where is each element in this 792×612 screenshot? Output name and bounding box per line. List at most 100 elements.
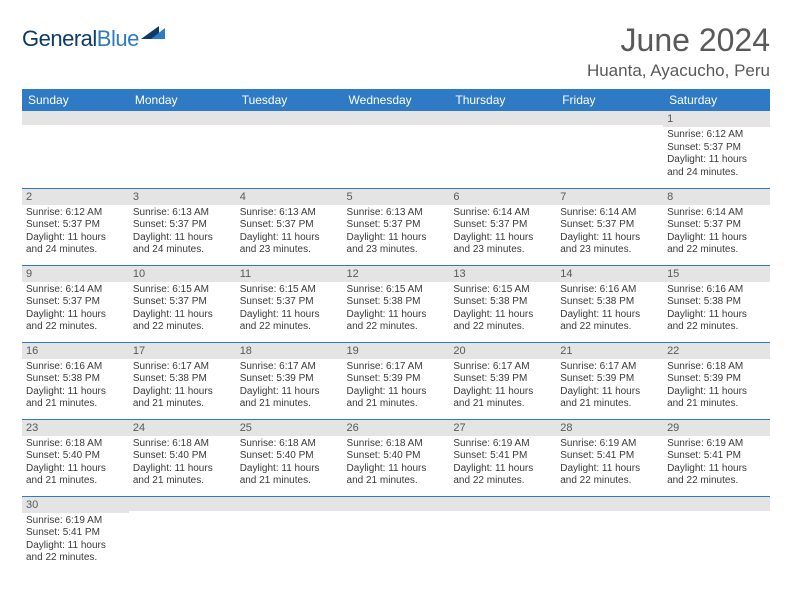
header: GeneralBlue June 2024 Huanta, Ayacucho, … [22, 22, 770, 81]
day-details: Sunrise: 6:15 AMSunset: 5:37 PMDaylight:… [236, 282, 343, 338]
weekday-header: Monday [129, 89, 236, 111]
calendar-cell: 11Sunrise: 6:15 AMSunset: 5:37 PMDayligh… [236, 265, 343, 342]
calendar-row: 30Sunrise: 6:19 AMSunset: 5:41 PMDayligh… [22, 496, 770, 573]
calendar-cell [343, 496, 450, 573]
day-details: Sunrise: 6:18 AMSunset: 5:40 PMDaylight:… [22, 436, 129, 492]
day-number [236, 111, 343, 125]
day-details: Sunrise: 6:14 AMSunset: 5:37 PMDaylight:… [556, 205, 663, 261]
brand-logo: GeneralBlue [22, 26, 167, 52]
day-number: 28 [556, 420, 663, 436]
day-details: Sunrise: 6:18 AMSunset: 5:39 PMDaylight:… [663, 359, 770, 415]
day-number: 14 [556, 266, 663, 282]
calendar-row: 23Sunrise: 6:18 AMSunset: 5:40 PMDayligh… [22, 419, 770, 496]
calendar-cell [22, 111, 129, 188]
calendar-cell: 8Sunrise: 6:14 AMSunset: 5:37 PMDaylight… [663, 188, 770, 265]
day-details: Sunrise: 6:13 AMSunset: 5:37 PMDaylight:… [343, 205, 450, 261]
day-details: Sunrise: 6:19 AMSunset: 5:41 PMDaylight:… [663, 436, 770, 492]
calendar-cell: 19Sunrise: 6:17 AMSunset: 5:39 PMDayligh… [343, 342, 450, 419]
calendar-cell [449, 111, 556, 188]
calendar-cell [236, 111, 343, 188]
day-number: 3 [129, 189, 236, 205]
day-number: 22 [663, 343, 770, 359]
calendar-row: 16Sunrise: 6:16 AMSunset: 5:38 PMDayligh… [22, 342, 770, 419]
calendar-cell [556, 111, 663, 188]
day-details: Sunrise: 6:17 AMSunset: 5:39 PMDaylight:… [236, 359, 343, 415]
day-number: 6 [449, 189, 556, 205]
day-number: 25 [236, 420, 343, 436]
calendar-cell: 4Sunrise: 6:13 AMSunset: 5:37 PMDaylight… [236, 188, 343, 265]
day-number: 17 [129, 343, 236, 359]
day-number: 15 [663, 266, 770, 282]
day-details: Sunrise: 6:16 AMSunset: 5:38 PMDaylight:… [663, 282, 770, 338]
calendar-cell: 26Sunrise: 6:18 AMSunset: 5:40 PMDayligh… [343, 419, 450, 496]
calendar-cell: 16Sunrise: 6:16 AMSunset: 5:38 PMDayligh… [22, 342, 129, 419]
calendar-cell [129, 111, 236, 188]
day-number: 4 [236, 189, 343, 205]
day-details: Sunrise: 6:19 AMSunset: 5:41 PMDaylight:… [22, 513, 129, 569]
calendar-cell: 28Sunrise: 6:19 AMSunset: 5:41 PMDayligh… [556, 419, 663, 496]
day-details: Sunrise: 6:15 AMSunset: 5:38 PMDaylight:… [449, 282, 556, 338]
day-number [449, 111, 556, 125]
day-details: Sunrise: 6:17 AMSunset: 5:39 PMDaylight:… [556, 359, 663, 415]
day-details: Sunrise: 6:16 AMSunset: 5:38 PMDaylight:… [22, 359, 129, 415]
day-number [236, 497, 343, 511]
day-details: Sunrise: 6:18 AMSunset: 5:40 PMDaylight:… [129, 436, 236, 492]
day-number [663, 497, 770, 511]
day-number: 2 [22, 189, 129, 205]
weekday-header: Wednesday [343, 89, 450, 111]
calendar-row: 9Sunrise: 6:14 AMSunset: 5:37 PMDaylight… [22, 265, 770, 342]
calendar-cell [556, 496, 663, 573]
day-details: Sunrise: 6:17 AMSunset: 5:38 PMDaylight:… [129, 359, 236, 415]
weekday-row: Sunday Monday Tuesday Wednesday Thursday… [22, 89, 770, 111]
title-block: June 2024 Huanta, Ayacucho, Peru [587, 22, 770, 81]
day-number: 16 [22, 343, 129, 359]
day-number: 20 [449, 343, 556, 359]
calendar-cell: 25Sunrise: 6:18 AMSunset: 5:40 PMDayligh… [236, 419, 343, 496]
day-details: Sunrise: 6:15 AMSunset: 5:38 PMDaylight:… [343, 282, 450, 338]
day-number: 18 [236, 343, 343, 359]
day-details: Sunrise: 6:12 AMSunset: 5:37 PMDaylight:… [663, 127, 770, 183]
day-details: Sunrise: 6:13 AMSunset: 5:37 PMDaylight:… [236, 205, 343, 261]
day-number [556, 497, 663, 511]
calendar-cell: 17Sunrise: 6:17 AMSunset: 5:38 PMDayligh… [129, 342, 236, 419]
weekday-header: Friday [556, 89, 663, 111]
weekday-header: Sunday [22, 89, 129, 111]
day-details: Sunrise: 6:14 AMSunset: 5:37 PMDaylight:… [663, 205, 770, 261]
calendar-cell: 2Sunrise: 6:12 AMSunset: 5:37 PMDaylight… [22, 188, 129, 265]
day-details: Sunrise: 6:17 AMSunset: 5:39 PMDaylight:… [343, 359, 450, 415]
calendar-cell: 18Sunrise: 6:17 AMSunset: 5:39 PMDayligh… [236, 342, 343, 419]
day-number: 21 [556, 343, 663, 359]
calendar-cell: 6Sunrise: 6:14 AMSunset: 5:37 PMDaylight… [449, 188, 556, 265]
calendar-row: 1Sunrise: 6:12 AMSunset: 5:37 PMDaylight… [22, 111, 770, 188]
day-number: 7 [556, 189, 663, 205]
day-details: Sunrise: 6:18 AMSunset: 5:40 PMDaylight:… [343, 436, 450, 492]
day-number: 12 [343, 266, 450, 282]
calendar-cell: 7Sunrise: 6:14 AMSunset: 5:37 PMDaylight… [556, 188, 663, 265]
calendar-cell: 20Sunrise: 6:17 AMSunset: 5:39 PMDayligh… [449, 342, 556, 419]
day-number [343, 497, 450, 511]
day-details: Sunrise: 6:12 AMSunset: 5:37 PMDaylight:… [22, 205, 129, 261]
day-details: Sunrise: 6:14 AMSunset: 5:37 PMDaylight:… [22, 282, 129, 338]
day-number: 26 [343, 420, 450, 436]
calendar-cell: 10Sunrise: 6:15 AMSunset: 5:37 PMDayligh… [129, 265, 236, 342]
calendar-cell: 24Sunrise: 6:18 AMSunset: 5:40 PMDayligh… [129, 419, 236, 496]
calendar-table: Sunday Monday Tuesday Wednesday Thursday… [22, 89, 770, 573]
day-details: Sunrise: 6:13 AMSunset: 5:37 PMDaylight:… [129, 205, 236, 261]
calendar-cell: 3Sunrise: 6:13 AMSunset: 5:37 PMDaylight… [129, 188, 236, 265]
day-number: 10 [129, 266, 236, 282]
calendar-cell: 15Sunrise: 6:16 AMSunset: 5:38 PMDayligh… [663, 265, 770, 342]
brand-part2: Blue [97, 26, 139, 51]
calendar-cell: 14Sunrise: 6:16 AMSunset: 5:38 PMDayligh… [556, 265, 663, 342]
day-number: 5 [343, 189, 450, 205]
month-title: June 2024 [587, 22, 770, 59]
calendar-cell: 21Sunrise: 6:17 AMSunset: 5:39 PMDayligh… [556, 342, 663, 419]
calendar-cell: 9Sunrise: 6:14 AMSunset: 5:37 PMDaylight… [22, 265, 129, 342]
weekday-header: Tuesday [236, 89, 343, 111]
day-details: Sunrise: 6:16 AMSunset: 5:38 PMDaylight:… [556, 282, 663, 338]
day-number: 13 [449, 266, 556, 282]
day-number [449, 497, 556, 511]
day-number [556, 111, 663, 125]
day-number: 11 [236, 266, 343, 282]
day-details: Sunrise: 6:19 AMSunset: 5:41 PMDaylight:… [556, 436, 663, 492]
flag-icon [141, 26, 167, 49]
